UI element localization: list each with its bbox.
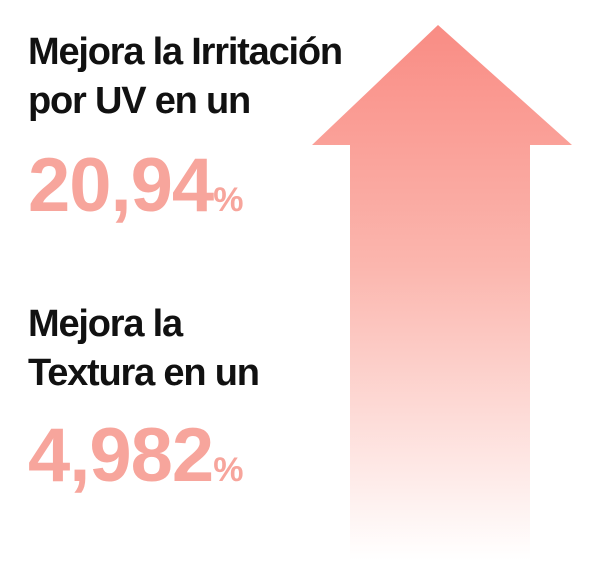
stat-value-group: 4,982% xyxy=(28,418,243,494)
stat-value-group: 20,94% xyxy=(28,148,243,224)
stat-unit: % xyxy=(213,451,244,489)
stat-value: 20,94 xyxy=(28,143,214,228)
stat-label: Mejora la xyxy=(28,303,183,345)
stat-label: Textura en un xyxy=(28,352,260,394)
stat-label: Mejora la Irritación xyxy=(28,31,343,73)
stat-label: por UV en un xyxy=(28,80,251,122)
up-arrow xyxy=(312,25,572,560)
stat-unit: % xyxy=(213,181,244,219)
stat-value: 4,982 xyxy=(28,413,214,498)
